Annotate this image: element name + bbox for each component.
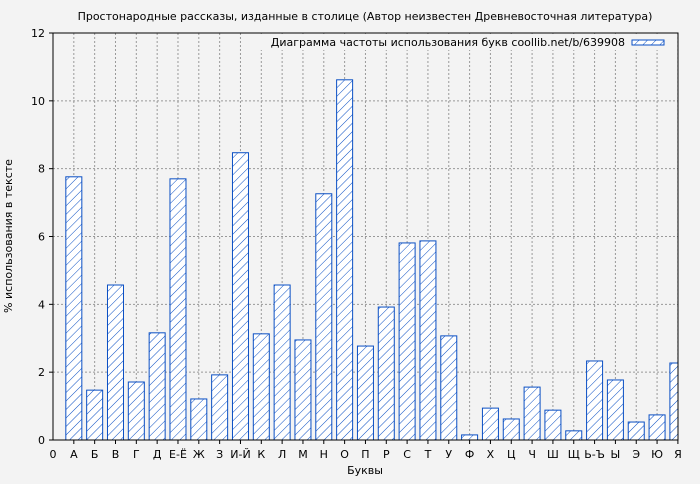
x-tick-label: Х [487,448,495,461]
y-tick-label: 4 [38,298,45,311]
x-tick-label: Я [674,448,682,461]
x-tick-label: А [70,448,78,461]
x-tick-label: Ь-Ъ [584,448,605,461]
x-tick-label: Т [424,448,432,461]
x-axis-label: Буквы [347,464,383,477]
bar-Т [419,240,437,441]
bar-О [336,79,354,441]
bar-Ы [606,379,624,441]
bar-Ш [544,409,562,441]
bar-П [356,345,374,441]
x-tick-label: Г [133,448,140,461]
chart-title: Простонародные рассказы, изданные в стол… [78,10,653,23]
bar-С [398,242,416,441]
bar-Е-Ё [169,178,187,441]
bar-Д [148,332,166,441]
x-tick-label: З [216,448,223,461]
x-tick-label: Ю [651,448,663,461]
x-tick-label: Щ [568,448,580,461]
x-tick-label: Р [383,448,390,461]
bar-М [294,339,312,441]
bar-Э [627,421,645,441]
x-tick-label: Ш [547,448,559,461]
x-tick-label: И-Й [230,448,250,461]
x-tick-label: В [112,448,120,461]
bar-Ф [461,434,479,441]
y-tick-label: 10 [31,95,45,108]
x-tick-label: Ч [528,448,536,461]
bar-Ч [523,386,541,441]
y-tick-label: 2 [38,366,45,379]
x-tick-label: К [257,448,265,461]
bar-К [252,333,270,441]
x-tick-label: М [298,448,308,461]
bar-Щ [565,430,583,441]
bar-Ц [502,418,520,441]
y-tick-label: 12 [31,27,45,40]
x-tick-label: Ф [465,448,474,461]
bar-З [211,374,229,441]
x-tick-label: О [340,448,349,461]
bar-Ь-Ъ [586,360,604,441]
x-tick-label: Б [91,448,99,461]
legend: Диаграмма частоты использования букв coo… [242,34,676,50]
x-tick-label: Л [278,448,286,461]
bar-Ю [648,414,666,441]
bar-И-Й [231,152,249,441]
x-origin-label: 0 [50,448,57,461]
y-axis-label: % использования в тексте [2,159,15,313]
bar-Р [377,306,395,441]
bar-Н [315,193,333,441]
x-tick-label: Н [320,448,328,461]
y-tick-label: 6 [38,231,45,244]
x-tick-label: Ж [193,448,205,461]
bar-Г [127,381,145,441]
legend-swatch [631,39,665,46]
bar-В [106,284,124,441]
legend-label: Диаграмма частоты использования букв coo… [271,36,625,49]
y-tick-label: 8 [38,163,45,176]
x-tick-label: Е-Ё [169,448,187,461]
x-tick-label: Ц [507,448,516,461]
x-tick-label: С [403,448,411,461]
x-tick-label: У [445,448,452,461]
x-tick-label: Ы [611,448,621,461]
bar-Л [273,284,291,441]
bar-Б [86,389,104,441]
bar-Х [481,407,499,441]
bar-У [440,335,458,441]
x-tick-label: Э [632,448,640,461]
x-tick-label: Д [153,448,162,461]
bar-Ж [190,398,208,441]
x-tick-label: П [361,448,369,461]
bar-А [65,176,83,441]
y-tick-label: 0 [38,434,45,447]
